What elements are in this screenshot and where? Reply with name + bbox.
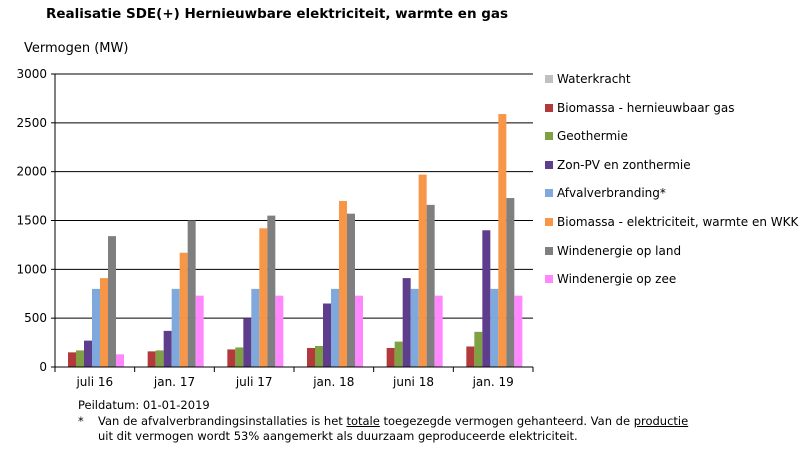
bar: [235, 347, 244, 367]
bar: [315, 346, 323, 367]
x-tick-label: jan. 19: [472, 375, 514, 389]
bar: [179, 252, 188, 367]
bar: [108, 236, 116, 367]
y-tick-label: 1000: [16, 262, 47, 276]
bar: [347, 213, 355, 367]
legend-label: Windenergie op land: [557, 243, 682, 258]
x-tick-label: juli 17: [235, 375, 273, 389]
bars-layer: [68, 114, 523, 367]
legend-swatch: [545, 75, 553, 83]
bar: [466, 346, 475, 367]
x-tick-label: juni 18: [392, 375, 434, 389]
footnote-line2: uit dit vermogen wordt 53% aangemerkt al…: [98, 429, 578, 443]
legend-swatch: [545, 189, 553, 198]
bar: [402, 278, 411, 367]
bar: [100, 278, 108, 367]
bar: [171, 288, 180, 367]
bar: [339, 200, 347, 367]
bar: [155, 350, 164, 367]
footnote: Peildatum: 01-01-2019 * Van de afvalverb…: [78, 398, 688, 445]
y-tick-label: 2500: [16, 116, 47, 130]
bar: [506, 198, 515, 367]
bar: [227, 349, 236, 367]
bar: [251, 288, 260, 367]
bar: [434, 295, 443, 367]
footnote-line1-mid: toegezegde vermogen gehanteerd. Van de: [379, 413, 634, 428]
bar: [259, 228, 268, 367]
bar: [331, 288, 339, 367]
y-tick-label: 500: [24, 311, 47, 325]
y-tick-label: 3000: [16, 67, 47, 81]
bar: [275, 295, 284, 367]
legend-label: Zon-PV en zonthermie: [557, 157, 691, 172]
legend-label: Windenergie op zee: [557, 272, 677, 287]
legend-swatch: [545, 103, 553, 112]
axis-layer: 0 500 1000 1500 2000 2500 3000 juli 16 jan. 17 ju…: [16, 67, 534, 389]
bar-chart: 0 500 1000 1500 2000 2500 3000 juli 16 jan. 17 ju…: [16, 67, 534, 389]
legend-swatch: [545, 132, 553, 141]
footnote-underline-productie: productie: [633, 413, 689, 428]
y-tick-label: 2000: [16, 165, 47, 179]
y-axis-label: Vermogen (MW): [24, 41, 129, 56]
legend-swatch: [545, 160, 553, 169]
bar: [195, 295, 204, 367]
chart-title: Realisatie SDE(+) Hernieuwbare elektrici…: [46, 6, 509, 22]
bar: [394, 341, 403, 367]
y-tick-label: 0: [39, 360, 47, 374]
bar: [426, 204, 435, 367]
bar: [474, 331, 483, 367]
bar: [68, 352, 76, 367]
bar: [418, 174, 427, 367]
bar: [116, 354, 124, 367]
bar: [267, 215, 276, 367]
bar: [410, 288, 419, 367]
legend-label: Biomassa - hernieuwbaar gas: [557, 100, 735, 115]
bar: [323, 303, 331, 367]
x-tick-label: juli 16: [75, 375, 113, 389]
bar: [76, 350, 84, 367]
legend-label: Biomassa - elektriciteit, warmte en WKK: [557, 215, 799, 229]
footnote-body: Van de afvalverbrandingsinstallaties is …: [98, 414, 688, 445]
legend-label: Waterkracht: [557, 72, 631, 86]
legend-label: Geothermie: [557, 129, 628, 144]
bar: [514, 295, 523, 367]
peildatum-text: Peildatum: 01-01-2019: [78, 398, 210, 412]
bar: [84, 340, 92, 367]
bar: [490, 288, 499, 367]
footnote-underline-totale: totale: [346, 413, 380, 428]
bar: [482, 230, 491, 367]
bar: [243, 318, 252, 367]
bar: [355, 295, 363, 367]
legend-swatch: [545, 218, 553, 226]
grid-layer: [55, 73, 533, 319]
bar: [187, 220, 196, 367]
bar: [307, 347, 315, 367]
footnote-star: *: [78, 413, 84, 428]
bar: [386, 347, 395, 367]
bar: [92, 288, 100, 367]
legend-label: Afvalverbranding*: [557, 186, 666, 201]
bar: [147, 351, 156, 367]
y-tick-label: 1500: [16, 214, 47, 228]
bar: [498, 114, 507, 367]
legend-swatch: [545, 246, 553, 255]
legend-swatch: [545, 275, 553, 284]
bar: [163, 330, 172, 367]
x-tick-label: jan. 18: [312, 375, 354, 389]
x-tick-label: jan. 17: [153, 375, 195, 389]
footnote-line1-pre: Van de afvalverbrandingsinstallaties is …: [98, 413, 347, 428]
